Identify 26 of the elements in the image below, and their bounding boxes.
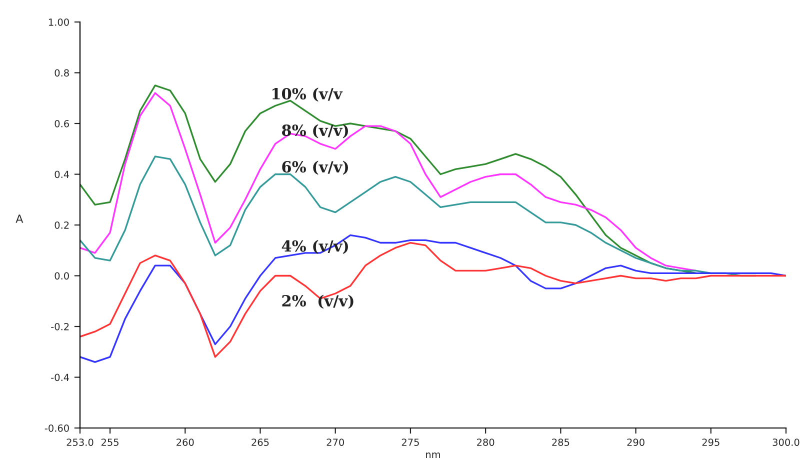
x-tick-label: 265: [252, 438, 269, 446]
y-tick-label: -0.4: [51, 374, 70, 382]
y-tick-label: 1.00: [49, 18, 69, 26]
x-tick-label: 275: [402, 438, 419, 446]
x-tick-label: 300.0: [772, 438, 800, 446]
x-tick-label: 280: [477, 438, 494, 446]
series-label: 10% (v/v: [272, 88, 343, 102]
y-tick-label: 0.2: [54, 221, 69, 229]
y-tick-label: 0.8: [54, 69, 69, 77]
x-tick-label: 260: [176, 438, 194, 446]
y-tick-label: 0.6: [54, 120, 69, 128]
y-tick-label: 0.0: [54, 272, 69, 280]
x-tick-label: 285: [552, 438, 570, 446]
x-tick-label: 270: [326, 438, 344, 446]
y-axis-title: A: [16, 214, 24, 223]
series-label: 8% (v/v): [282, 124, 348, 138]
x-tick-label: 255: [101, 438, 118, 446]
x-axis-title: nm: [426, 452, 440, 458]
x-tick-label: 290: [627, 438, 644, 446]
series-label: 2% (v/v): [282, 294, 354, 309]
x-tick-label: 253.0: [66, 438, 94, 446]
series-label: 6% (v/v): [282, 160, 348, 175]
y-tick-label: 0.4: [54, 170, 70, 178]
x-tick-label: 295: [702, 438, 720, 446]
y-tick-label: -0.60: [44, 424, 69, 432]
y-tick-label: -0.2: [51, 322, 69, 330]
